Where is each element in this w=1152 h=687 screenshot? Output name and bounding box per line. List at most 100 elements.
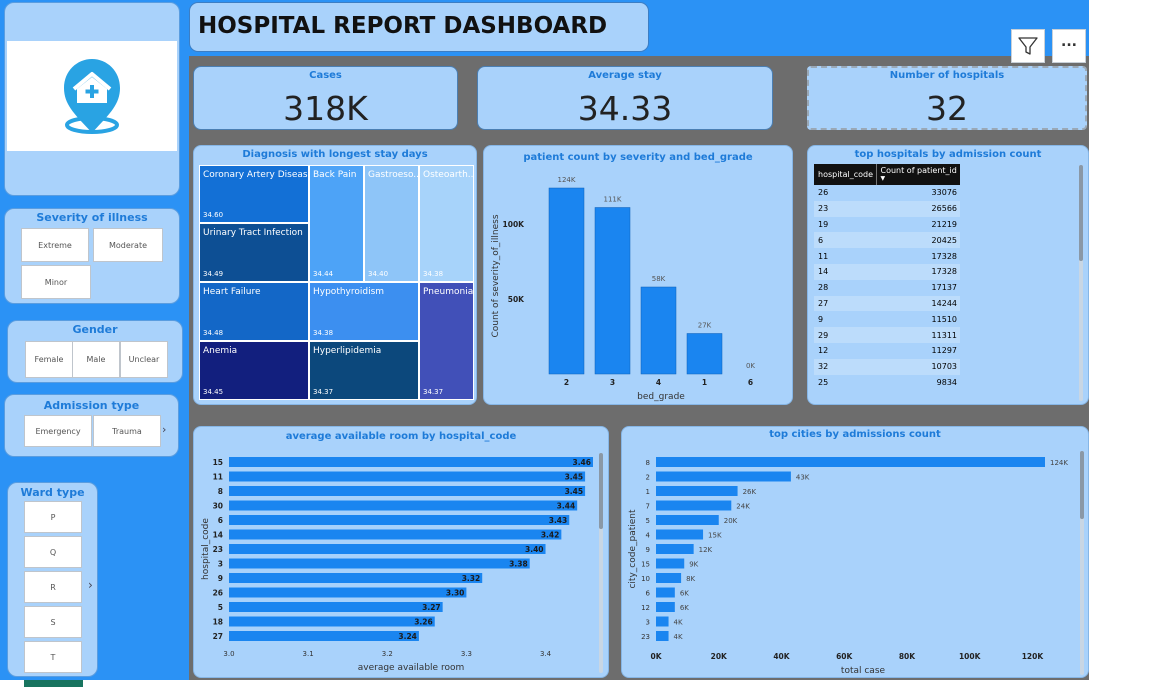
gender-option-male[interactable]: Male (72, 341, 120, 378)
hospital-location-pin-icon (64, 59, 120, 134)
filter-button[interactable] (1011, 29, 1045, 63)
treemap-cell[interactable]: Hypothyroidism 34.38 (309, 282, 419, 341)
chevron-right-icon[interactable]: › (88, 578, 93, 592)
treemap-chart: Coronary Artery Disease 34.60 Urinary Trac… (199, 165, 474, 403)
y-tick-label: 2 (646, 474, 650, 482)
bar (229, 544, 546, 554)
treemap-cell[interactable]: Urinary Tract Infection 34.49 (199, 223, 309, 282)
treemap-cell[interactable]: Anemia 34.45 (199, 341, 309, 400)
treemap-cell[interactable]: Pneumonia 34.37 (419, 282, 474, 400)
logo-image (7, 41, 177, 151)
hospital-code-cell: 27 (818, 298, 829, 308)
gender-option-unclear[interactable]: Unclear (120, 341, 168, 378)
bar (640, 286, 677, 375)
room-chart-title: average available room by hospital_code (285, 431, 517, 442)
severity-chart-panel: patient count by severity and bed_grade … (483, 145, 793, 405)
table-row[interactable]: 19 21219 (814, 216, 960, 233)
severity-option-moderate[interactable]: Moderate (93, 228, 163, 262)
table-scroll-thumb[interactable] (1079, 165, 1083, 261)
table-row[interactable]: 27 14244 (814, 295, 960, 312)
x-tick-label: 40K (773, 652, 790, 661)
table-row[interactable]: 32 10703 (814, 358, 960, 375)
patient-count-cell: 9834 (936, 377, 957, 387)
bar-data-label: 26K (743, 488, 757, 496)
table-row[interactable]: 28 17137 (814, 279, 960, 296)
treemap-cell[interactable]: Gastroeso... 34.40 (364, 165, 419, 282)
bar-data-label: 6K (680, 590, 689, 598)
admission-option-emergency[interactable]: Emergency (24, 415, 92, 447)
table-row[interactable]: 11 17328 (814, 248, 960, 264)
gender-option-female[interactable]: Female (25, 341, 73, 378)
treemap-cell[interactable]: Back Pain 34.44 (309, 165, 364, 282)
room-chart-scroll-thumb[interactable] (599, 453, 603, 529)
table-row[interactable]: 25 9834 (814, 374, 960, 391)
bar-data-label: 6K (680, 604, 689, 612)
table-scrollbar[interactable] (1079, 165, 1083, 401)
room-chart-scrollbar[interactable] (599, 453, 603, 673)
bar (229, 471, 586, 482)
table-row[interactable]: 14 17328 (814, 263, 960, 280)
table-row[interactable]: 29 11311 (814, 327, 960, 343)
y-tick-label: 12 (641, 604, 650, 612)
y-tick-label: 8 (646, 459, 650, 467)
x-tick-label: 3.4 (540, 650, 552, 658)
top-hospitals-title: top hospitals by admission count (854, 149, 1042, 160)
bar-data-label: 3.45 (565, 487, 584, 496)
table-row[interactable]: 9 11510 (814, 311, 960, 328)
admission-option-trauma[interactable]: Trauma (93, 415, 161, 447)
y-tick-label: 30 (213, 502, 223, 511)
bar-data-label: 3.30 (446, 589, 465, 598)
table-row[interactable]: 6 20425 (814, 232, 960, 249)
bar (229, 558, 530, 569)
more-options-button[interactable]: ... (1052, 29, 1086, 63)
ward-option-t[interactable]: T (24, 641, 82, 673)
severity-option-minor[interactable]: Minor (21, 265, 91, 299)
patient-count-cell: 17328 (931, 267, 957, 277)
severity-option-extreme[interactable]: Extreme (21, 228, 89, 262)
bar (229, 500, 578, 511)
treemap-cell[interactable]: Coronary Artery Disease 34.60 (199, 165, 309, 223)
filter-icon (1018, 37, 1038, 55)
bar-data-label: 3.42 (541, 531, 560, 540)
patient-count-cell: 20425 (931, 235, 957, 245)
y-tick-label: 15 (213, 458, 223, 467)
ward-option-p[interactable]: P (24, 501, 82, 533)
ward-option-q[interactable]: Q (24, 536, 82, 568)
col-header-hospital-code[interactable]: hospital_code (814, 164, 877, 185)
cities-chart-scroll-thumb[interactable] (1080, 451, 1084, 519)
treemap-cell-value: 34.40 (368, 270, 389, 278)
kpi-hospitals-card[interactable]: Number of hospitals 32 (807, 66, 1087, 130)
cities-chart-scrollbar[interactable] (1080, 451, 1084, 675)
treemap-cell[interactable]: Hyperlipidemia 34.37 (309, 341, 419, 400)
bar-data-label: 58K (652, 275, 666, 283)
cities-chart-panel: top cities by admissions count 124K 8 43K 2… (621, 426, 1089, 678)
patient-count-cell: 11297 (931, 346, 957, 356)
kpi-cases-label: Cases (309, 70, 342, 81)
bar-data-label: 12K (699, 546, 713, 554)
treemap-cell[interactable]: Osteoarth... 34.38 (419, 165, 474, 282)
table-row[interactable]: 23 26566 (814, 200, 960, 217)
hospital-code-cell: 29 (818, 330, 829, 340)
ward-option-s[interactable]: S (24, 606, 82, 638)
y-tick-label: 5 (646, 517, 650, 525)
bar-data-label: 0K (746, 362, 755, 370)
bar-data-label: 15K (708, 532, 722, 540)
col-header-patient-count[interactable]: Count of patient_id ▼ (876, 164, 960, 185)
treemap-cell-value: 34.38 (313, 329, 334, 337)
y-tick-label: 18 (213, 618, 223, 627)
treemap-cell[interactable]: Heart Failure 34.48 (199, 282, 309, 341)
top-hospitals-panel: top hospitals by admission count hospita… (807, 145, 1089, 405)
x-tick-label: 3.3 (461, 650, 472, 658)
treemap-panel: Diagnosis with longest stay days Coronar… (193, 145, 477, 405)
hospital-code-cell: 23 (818, 204, 829, 214)
bar-data-label: 3.46 (572, 458, 591, 467)
ward-option-r[interactable]: R (24, 571, 82, 603)
table-row[interactable]: 26 33076 (814, 185, 960, 201)
kpi-avg-stay-label: Average stay (588, 70, 662, 81)
table-row[interactable]: 12 11297 (814, 342, 960, 359)
bar (229, 486, 586, 496)
chevron-right-icon[interactable]: › (162, 423, 167, 436)
x-tick-label: 100K (959, 652, 982, 661)
kpi-avg-stay-card: Average stay 34.33 (477, 66, 773, 130)
